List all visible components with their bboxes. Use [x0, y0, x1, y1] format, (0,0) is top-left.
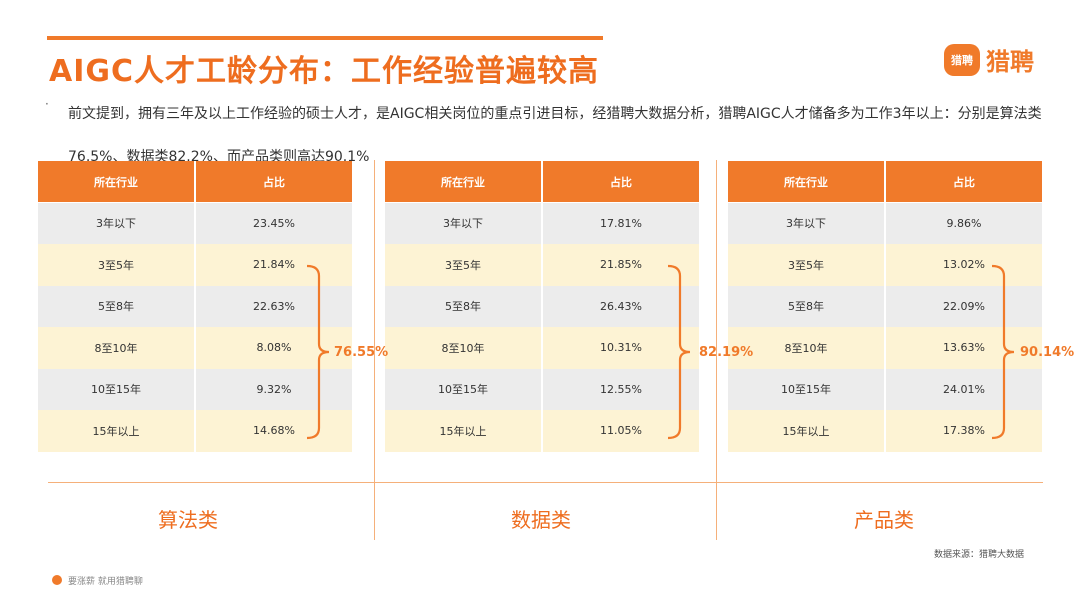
- row-value: 21.85%: [541, 244, 699, 286]
- row-value: 14.68%: [194, 410, 352, 452]
- row-value: 8.08%: [194, 327, 352, 369]
- row-range: 3至5年: [385, 244, 541, 286]
- table-row: 15年以上 14.68%: [38, 410, 352, 452]
- row-value: 9.32%: [194, 368, 352, 410]
- table-row: 10至15年 9.32%: [38, 368, 352, 410]
- table-header: 所在行业 占比: [728, 161, 1042, 203]
- table-row: 3年以下 17.81%: [385, 202, 699, 244]
- table-row: 8至10年 10.31%: [385, 327, 699, 369]
- table-row: 15年以上 17.38%: [728, 410, 1042, 452]
- brace-total-data: 82.19%: [699, 345, 754, 360]
- title-accent-bar: [47, 36, 603, 40]
- row-range: 10至15年: [385, 368, 541, 410]
- row-value: 17.81%: [541, 202, 699, 244]
- row-value: 11.05%: [541, 410, 699, 452]
- table-row: 3至5年 13.02%: [728, 244, 1042, 286]
- bullet-icon: ·: [45, 97, 49, 111]
- row-range: 8至10年: [728, 327, 884, 369]
- row-value: 21.84%: [194, 244, 352, 286]
- table-row: 3至5年 21.84%: [38, 244, 352, 286]
- row-value: 13.02%: [884, 244, 1042, 286]
- header-ratio: 占比: [194, 161, 352, 202]
- table-row: 5至8年 22.63%: [38, 285, 352, 327]
- row-range: 8至10年: [385, 327, 541, 369]
- table-header: 所在行业 占比: [38, 161, 352, 203]
- row-range: 5至8年: [728, 285, 884, 327]
- table-row: 15年以上 11.05%: [385, 410, 699, 452]
- row-value: 12.55%: [541, 368, 699, 410]
- liepin-logo: 猎聘 猎聘: [944, 42, 1034, 77]
- row-range: 15年以上: [385, 410, 541, 452]
- category-label-data: 数据类: [511, 508, 571, 532]
- table-row: 10至15年 24.01%: [728, 368, 1042, 410]
- table-row: 3年以下 23.45%: [38, 202, 352, 244]
- data-source: 数据来源：猎聘大数据: [934, 550, 1025, 560]
- row-range: 10至15年: [38, 368, 194, 410]
- table-row: 8至10年 13.63%: [728, 327, 1042, 369]
- table-row: 10至15年 12.55%: [385, 368, 699, 410]
- row-value: 26.43%: [541, 285, 699, 327]
- row-range: 3至5年: [38, 244, 194, 286]
- row-range: 3年以下: [385, 202, 541, 244]
- table-product: 所在行业 占比 3年以下 9.86% 3至5年 13.02% 5至8年 22.0…: [728, 161, 1042, 452]
- row-range: 3年以下: [38, 202, 194, 244]
- brace-total-algorithm: 76.55%: [334, 345, 389, 360]
- footer-slogan: 要涨薪 就用猎聘聊: [68, 577, 143, 587]
- row-range: 5至8年: [38, 285, 194, 327]
- brace-total-product: 90.14%: [1020, 345, 1075, 360]
- header-industry: 所在行业: [385, 161, 541, 202]
- table-algorithm: 所在行业 占比 3年以下 23.45% 3至5年 21.84% 5至8年 22.…: [38, 161, 352, 452]
- row-range: 3年以下: [728, 202, 884, 244]
- table-row: 5至8年 26.43%: [385, 285, 699, 327]
- row-value: 13.63%: [884, 327, 1042, 369]
- brace-product: [991, 264, 1015, 440]
- row-value: 23.45%: [194, 202, 352, 244]
- section-divider-vertical: [374, 160, 375, 540]
- footer-logo-icon: [52, 575, 62, 585]
- table-header: 所在行业 占比: [385, 161, 699, 203]
- table-data: 所在行业 占比 3年以下 17.81% 3至5年 21.85% 5至8年 26.…: [385, 161, 699, 452]
- category-label-product: 产品类: [854, 508, 914, 532]
- header-industry: 所在行业: [728, 161, 884, 202]
- table-row: 3年以下 9.86%: [728, 202, 1042, 244]
- row-range: 3至5年: [728, 244, 884, 286]
- row-value: 10.31%: [541, 327, 699, 369]
- row-value: 17.38%: [884, 410, 1042, 452]
- row-value: 22.09%: [884, 285, 1042, 327]
- brace-data: [667, 264, 691, 440]
- header-industry: 所在行业: [38, 161, 194, 202]
- table-row: 5至8年 22.09%: [728, 285, 1042, 327]
- logo-text: 猎聘: [986, 48, 1034, 76]
- table-row: 3至5年 21.85%: [385, 244, 699, 286]
- header-ratio: 占比: [541, 161, 699, 202]
- category-label-algorithm: 算法类: [158, 508, 218, 532]
- row-value: 9.86%: [884, 202, 1042, 244]
- row-range: 15年以上: [728, 410, 884, 452]
- logo-badge: 猎聘: [944, 43, 980, 76]
- table-row: 8至10年 8.08%: [38, 327, 352, 369]
- row-range: 15年以上: [38, 410, 194, 452]
- section-divider-vertical: [716, 160, 717, 540]
- brace-algorithm: [306, 264, 330, 440]
- row-range: 10至15年: [728, 368, 884, 410]
- row-range: 5至8年: [385, 285, 541, 327]
- row-value: 24.01%: [884, 368, 1042, 410]
- row-range: 8至10年: [38, 327, 194, 369]
- page-title: AIGC人才工龄分布：工作经验普遍较高: [49, 54, 600, 89]
- header-ratio: 占比: [884, 161, 1042, 202]
- section-divider-horizontal: [48, 482, 1043, 483]
- row-value: 22.63%: [194, 285, 352, 327]
